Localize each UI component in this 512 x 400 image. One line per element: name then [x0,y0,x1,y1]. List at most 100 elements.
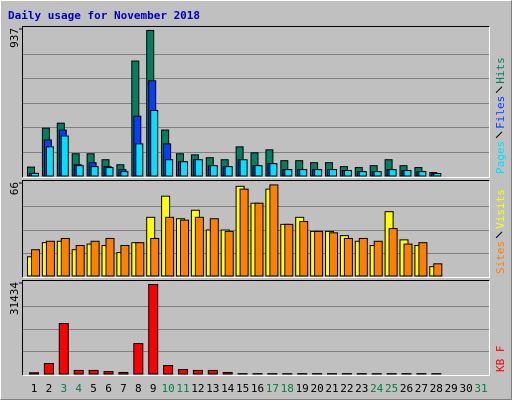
bar [192,369,203,375]
y-tick-label: 937 [8,28,21,48]
panel-edge-dark [22,26,490,178]
x-tick-label: 24 [370,382,384,395]
panel-edge-dark [22,280,490,376]
bar [118,371,129,375]
bar [148,283,159,375]
bar [75,165,84,177]
bar [358,171,367,177]
bar [150,109,159,177]
bar [207,369,218,375]
legend-entry: Files [494,96,507,129]
legend-entry: KB F [494,346,507,373]
bar [388,169,397,177]
bar [329,169,337,177]
bar [105,167,114,177]
bar [90,166,99,177]
x-tick-label: 23 [355,382,368,395]
x-tick-label: 31 [474,382,487,395]
bar [178,369,188,375]
bar [239,159,248,177]
bar [284,169,293,177]
bar [299,221,309,277]
bar [90,240,100,277]
bar [343,170,352,177]
bar [343,237,353,277]
bar [358,237,368,277]
bar [403,243,413,277]
x-tick-label: 21 [325,382,338,395]
x-tick-label: 14 [221,382,235,395]
bar [194,159,203,177]
legend-entry: Pages [494,141,507,174]
legend-entry: Sites [494,241,507,274]
bar [433,263,443,277]
x-tick-label: 25 [385,382,398,395]
x-tick-label: 9 [150,382,157,395]
x-tick-label: 12 [191,382,204,395]
panel-edge-light [22,26,490,178]
panel-edge-light [22,180,490,278]
bar [75,245,85,277]
bar [403,170,412,177]
x-tick-label: 7 [120,382,127,395]
bar [180,161,188,177]
x-tick-label: 10 [161,382,174,395]
bar [314,230,324,277]
bar [120,171,129,177]
bar [209,165,218,177]
x-tick-label: 16 [251,382,264,395]
x-tick-label: 29 [445,382,458,395]
bar [29,372,39,375]
bar [284,223,294,277]
panel [22,280,490,376]
bar [45,240,55,277]
bar [194,216,204,277]
bar [329,232,338,277]
bar [239,188,249,277]
bar [222,371,233,375]
x-tick-label: 11 [176,382,189,395]
bar [224,166,233,177]
x-tick-label: 3 [60,382,67,395]
x-tick-label: 17 [266,382,279,395]
bar [135,143,144,177]
bar [150,237,160,277]
legend-separator [495,86,503,94]
bar [269,163,278,177]
x-tick-label: 30 [459,382,472,395]
bar [43,362,54,375]
x-tick-label: 8 [135,382,142,395]
bar [269,184,279,277]
bar [31,172,39,177]
chart-title: Daily usage for November 2018 [8,9,200,22]
y-tick-label: 66 [8,182,21,195]
x-tick-label: 4 [75,382,82,395]
bar [418,242,428,277]
y-tick-label: 31434 [8,282,21,315]
panel-edge-dark [22,180,490,278]
bar [224,230,234,277]
x-tick-label: 15 [236,382,249,395]
bar [45,146,54,177]
bar [31,249,40,277]
bar [209,218,219,277]
bar [180,219,189,277]
bar [433,173,442,177]
bar [163,365,174,375]
bar [373,240,383,277]
x-tick-label: 28 [430,382,443,395]
bar [254,202,264,277]
x-tick-label: 20 [310,382,323,395]
x-tick-label: 26 [400,382,413,395]
x-tick-label: 2 [46,382,53,395]
bar [105,237,115,277]
bar [60,135,69,177]
bar [103,371,114,375]
panel-edge-light [22,280,490,376]
x-tick-label: 19 [296,382,309,395]
x-tick-label: 1 [31,382,38,395]
bar [60,237,70,277]
x-tick-label: 27 [415,382,428,395]
